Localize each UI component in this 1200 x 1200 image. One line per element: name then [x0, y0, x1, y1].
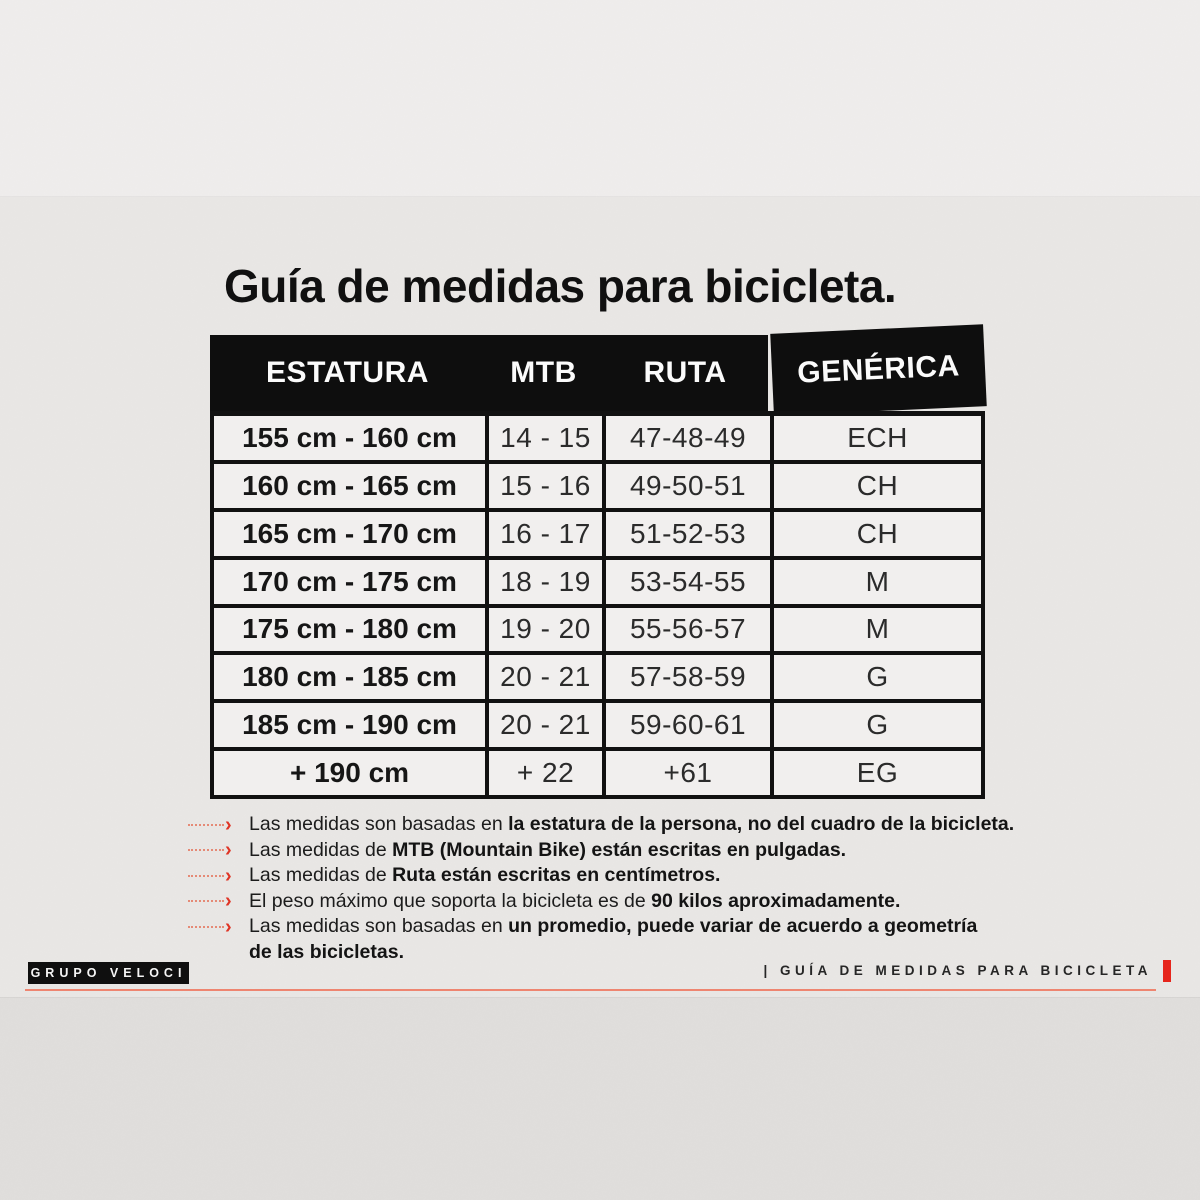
table-cell-estatura: 170 cm - 175 cm	[214, 559, 485, 604]
table-cell-mtb: 18 - 19	[489, 559, 602, 604]
note-normal-text: Las medidas son basadas en	[249, 915, 509, 937]
table-cell-estatura: + 190 cm	[214, 751, 485, 795]
table-cell-generica: G	[774, 703, 981, 748]
table-cell-generica: EG	[774, 751, 981, 795]
red-accent-bar	[1163, 960, 1171, 982]
arrow-right-icon: ›	[225, 839, 232, 862]
background-top-band	[0, 0, 1200, 197]
table-cell-estatura: 175 cm - 180 cm	[214, 607, 485, 652]
note-bold-text: de las bicicletas.	[249, 940, 405, 963]
dotted-line	[188, 823, 224, 826]
note-leader: ›	[188, 889, 240, 915]
arrow-right-icon: ›	[225, 813, 232, 836]
note-leader: ›	[188, 914, 240, 940]
dotted-line	[188, 925, 224, 928]
table-cell-generica: CH	[774, 511, 981, 556]
header-generica: GENÉRICA	[770, 324, 987, 416]
note-leader: ›	[188, 812, 240, 838]
note-leader: ›	[188, 863, 240, 889]
table-cell-generica: ECH	[774, 416, 981, 460]
page-title: Guía de medidas para bicicleta.	[224, 260, 897, 312]
table-cell-mtb: 14 - 15	[489, 416, 602, 460]
note-text: Las medidas de Ruta están escritas en ce…	[249, 863, 720, 889]
table-cell-ruta: 49-50-51	[606, 463, 770, 508]
table-cell-ruta: 47-48-49	[606, 416, 770, 460]
background-bottom-band	[0, 997, 1200, 1200]
table-body: 155 cm - 160 cm 14 - 15 47-48-49 ECH 160…	[210, 411, 985, 799]
table-cell-generica: CH	[774, 463, 981, 508]
note-normal-text: Las medidas de	[249, 864, 393, 886]
table-cell-ruta: 53-54-55	[606, 559, 770, 604]
note-bold-text: MTB (Mountain Bike) están escritas en pu…	[392, 838, 847, 861]
brand-badge: GRUPO VELOCI	[28, 962, 189, 984]
table-cell-mtb: 20 - 21	[489, 703, 602, 748]
table-cell-ruta: 55-56-57	[606, 607, 770, 652]
table-cell-mtb: 15 - 16	[489, 463, 602, 508]
header-estatura: ESTATURA	[266, 356, 429, 389]
note-item: › Las medidas son basadas en un promedio…	[188, 914, 1068, 965]
table-cell-generica: M	[774, 559, 981, 604]
note-text: Las medidas son basadas en un promedio, …	[249, 914, 977, 965]
table-cell-estatura: 180 cm - 185 cm	[214, 655, 485, 700]
table-cell-generica: G	[774, 655, 981, 700]
table-cell-ruta: 57-58-59	[606, 655, 770, 700]
note-text: Las medidas de MTB (Mountain Bike) están…	[249, 838, 846, 864]
table-cell-estatura: 185 cm - 190 cm	[214, 703, 485, 748]
table-cell-ruta: 59-60-61	[606, 703, 770, 748]
table-cell-estatura: 155 cm - 160 cm	[214, 416, 485, 460]
arrow-right-icon: ›	[225, 890, 232, 913]
note-normal-text: El peso máximo que soporta la bicicleta …	[249, 889, 652, 912]
header-mtb: MTB	[510, 356, 577, 389]
table-cell-generica: M	[774, 607, 981, 652]
note-bold-text: 90 kilos aproximadamente.	[651, 889, 901, 912]
table-cell-mtb: 20 - 21	[489, 655, 602, 700]
note-leader: ›	[188, 838, 240, 864]
note-bold-text: la estatura de la persona, no del cuadro…	[508, 813, 1015, 835]
header-ruta: RUTA	[643, 356, 727, 389]
note-item: › El peso máximo que soporta la biciclet…	[188, 889, 1068, 915]
dotted-line	[188, 849, 224, 852]
note-bold-text: Ruta están escritas en centímetros.	[392, 864, 721, 886]
table-cell-mtb: 16 - 17	[489, 511, 602, 556]
note-item: › Las medidas son basadas en la estatura…	[188, 812, 1068, 838]
footer-caption: | GUÍA DE MEDIDAS PARA BICICLETA	[763, 963, 1152, 978]
dotted-line	[188, 900, 224, 903]
arrow-right-icon: ›	[225, 915, 232, 938]
table-cell-ruta: 51-52-53	[606, 511, 770, 556]
arrow-right-icon: ›	[225, 864, 232, 887]
note-text: Las medidas son basadas en la estatura d…	[249, 812, 1014, 838]
dotted-line	[188, 874, 224, 877]
table-header-row: ESTATURA MTB RUTA	[210, 335, 768, 411]
table-cell-estatura: 165 cm - 170 cm	[214, 511, 485, 556]
note-normal-text: Las medidas de	[249, 838, 393, 861]
note-bold-text: un promedio, puede variar de acuerdo a g…	[508, 915, 978, 937]
table-cell-ruta: +61	[606, 751, 770, 795]
note-item: › Las medidas de Ruta están escritas en …	[188, 863, 1068, 889]
note-text: El peso máximo que soporta la bicicleta …	[249, 889, 900, 915]
note-item: › Las medidas de MTB (Mountain Bike) est…	[188, 838, 1068, 864]
table-cell-mtb: 19 - 20	[489, 607, 602, 652]
table-cell-estatura: 160 cm - 165 cm	[214, 463, 485, 508]
notes-list: › Las medidas son basadas en la estatura…	[188, 812, 1068, 965]
table-cell-mtb: + 22	[489, 751, 602, 795]
footer-divider-line	[25, 989, 1156, 991]
note-normal-text: Las medidas son basadas en	[249, 813, 509, 835]
